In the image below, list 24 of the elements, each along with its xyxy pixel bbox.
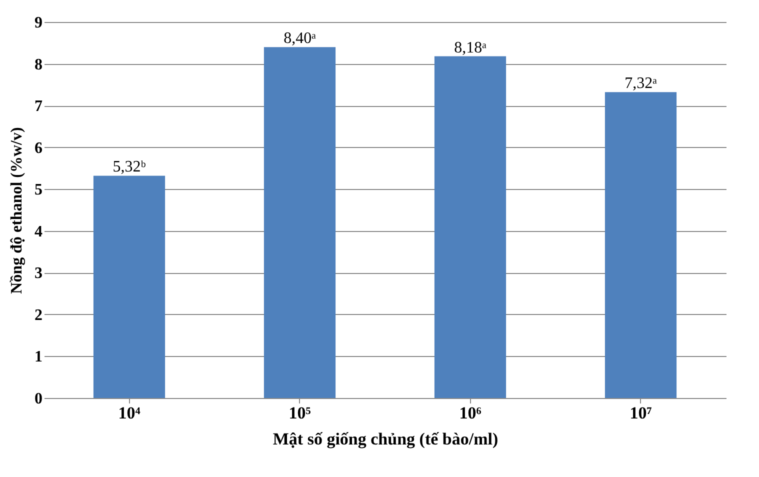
data-label: 8,18ᵃ: [454, 39, 488, 56]
y-tick-label: 5: [34, 182, 42, 199]
y-tick-label: 8: [34, 56, 42, 74]
x-tick-label: 10⁶: [459, 404, 482, 422]
bar: [604, 92, 677, 398]
data-label: 8,40ᵃ: [284, 30, 317, 48]
y-axis-title: Nồng độ ethanol (%w/v): [8, 127, 26, 294]
y-tick-label: 3: [34, 265, 42, 282]
x-axis-title: Mật số giống chủng (tế bào/ml): [272, 430, 498, 448]
data-label: 7,32ᵃ: [624, 75, 658, 92]
x-tick-label: 10⁵: [288, 404, 311, 422]
data-label: 5,32ᵇ: [112, 158, 146, 176]
bar: [93, 176, 166, 398]
y-tick-label: 2: [34, 306, 42, 324]
y-tick-label: 1: [34, 348, 42, 366]
x-tick-label: 10⁷: [630, 404, 652, 422]
bar: [264, 47, 336, 398]
y-tick-label: 6: [34, 140, 42, 157]
y-tick-label: 7: [34, 98, 42, 116]
bar: [434, 56, 506, 398]
x-tick-label: 10⁴: [118, 404, 140, 422]
y-tick-label: 4: [34, 223, 42, 240]
y-tick-label: 0: [34, 390, 42, 408]
y-tick-label: 9: [34, 14, 42, 32]
